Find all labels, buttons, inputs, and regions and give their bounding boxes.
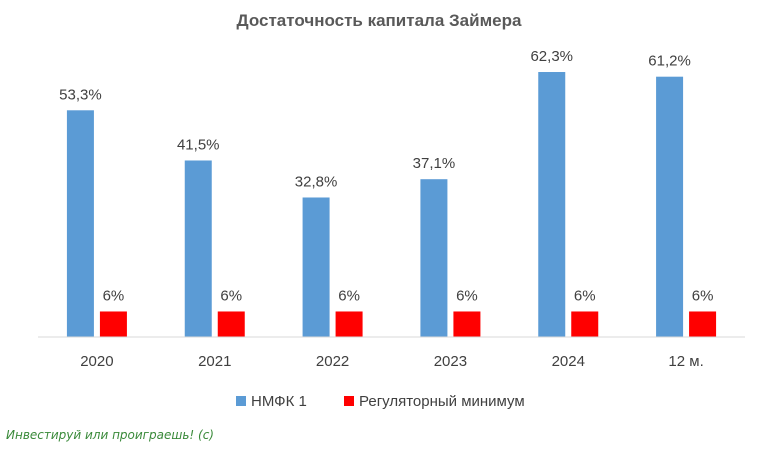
bar-reg-min-1	[217, 311, 245, 337]
x-tick-label-0: 2020	[80, 353, 113, 370]
data-label-reg-min-2: 6%	[338, 287, 360, 304]
x-tick-label-3: 2023	[434, 353, 467, 370]
bar-nmfk1-1	[184, 160, 212, 337]
data-label-nmfk1-3: 37,1%	[413, 155, 456, 172]
x-tick-labels: 2020 2021 2022 2023 2024 12 м.	[80, 353, 704, 370]
legend-swatch-reg-min	[344, 396, 354, 406]
x-tick-label-2: 2022	[316, 353, 349, 370]
data-label-reg-min-3: 6%	[456, 287, 478, 304]
bar-reg-min-4	[571, 311, 599, 337]
data-label-nmfk1-4: 62,3%	[530, 48, 573, 65]
watermark-text: Инвестируй или проиграешь! (с)	[6, 428, 214, 442]
data-label-nmfk1-1: 41,5%	[177, 136, 220, 153]
legend-label-reg-min: Регуляторный минимум	[359, 393, 525, 410]
x-tick-label-4: 2024	[552, 353, 585, 370]
data-labels-group: 53,3% 6% 41,5% 6% 32,8% 6% 37,1% 6% 62,3% 6% 61,2%…	[59, 48, 713, 304]
chart-title: Достаточность капитала Займера	[237, 11, 522, 30]
bar-nmfk1-3	[420, 179, 448, 337]
data-label-reg-min-1: 6%	[220, 287, 242, 304]
data-label-reg-min-0: 6%	[103, 287, 125, 304]
bar-nmfk1-4	[538, 72, 566, 337]
data-label-nmfk1-5: 61,2%	[648, 53, 691, 70]
data-label-nmfk1-0: 53,3%	[59, 86, 102, 103]
bar-nmfk1-0	[66, 110, 94, 337]
data-label-nmfk1-2: 32,8%	[295, 173, 338, 190]
bar-nmfk1-5	[656, 76, 684, 337]
bar-reg-min-2	[335, 311, 363, 337]
bar-reg-min-5	[689, 311, 717, 337]
bar-nmfk1-2	[302, 197, 330, 337]
x-tick-label-5: 12 м.	[668, 353, 703, 370]
x-tick-label-1: 2021	[198, 353, 231, 370]
bar-reg-min-3	[453, 311, 481, 337]
legend: НМФК 1 Регуляторный минимум	[236, 393, 525, 410]
bar-reg-min-0	[99, 311, 127, 337]
data-label-reg-min-5: 6%	[692, 287, 714, 304]
legend-label-nmfk1: НМФК 1	[251, 393, 307, 410]
data-label-reg-min-4: 6%	[574, 287, 596, 304]
bars-group	[66, 72, 717, 337]
legend-swatch-nmfk1	[236, 396, 246, 406]
